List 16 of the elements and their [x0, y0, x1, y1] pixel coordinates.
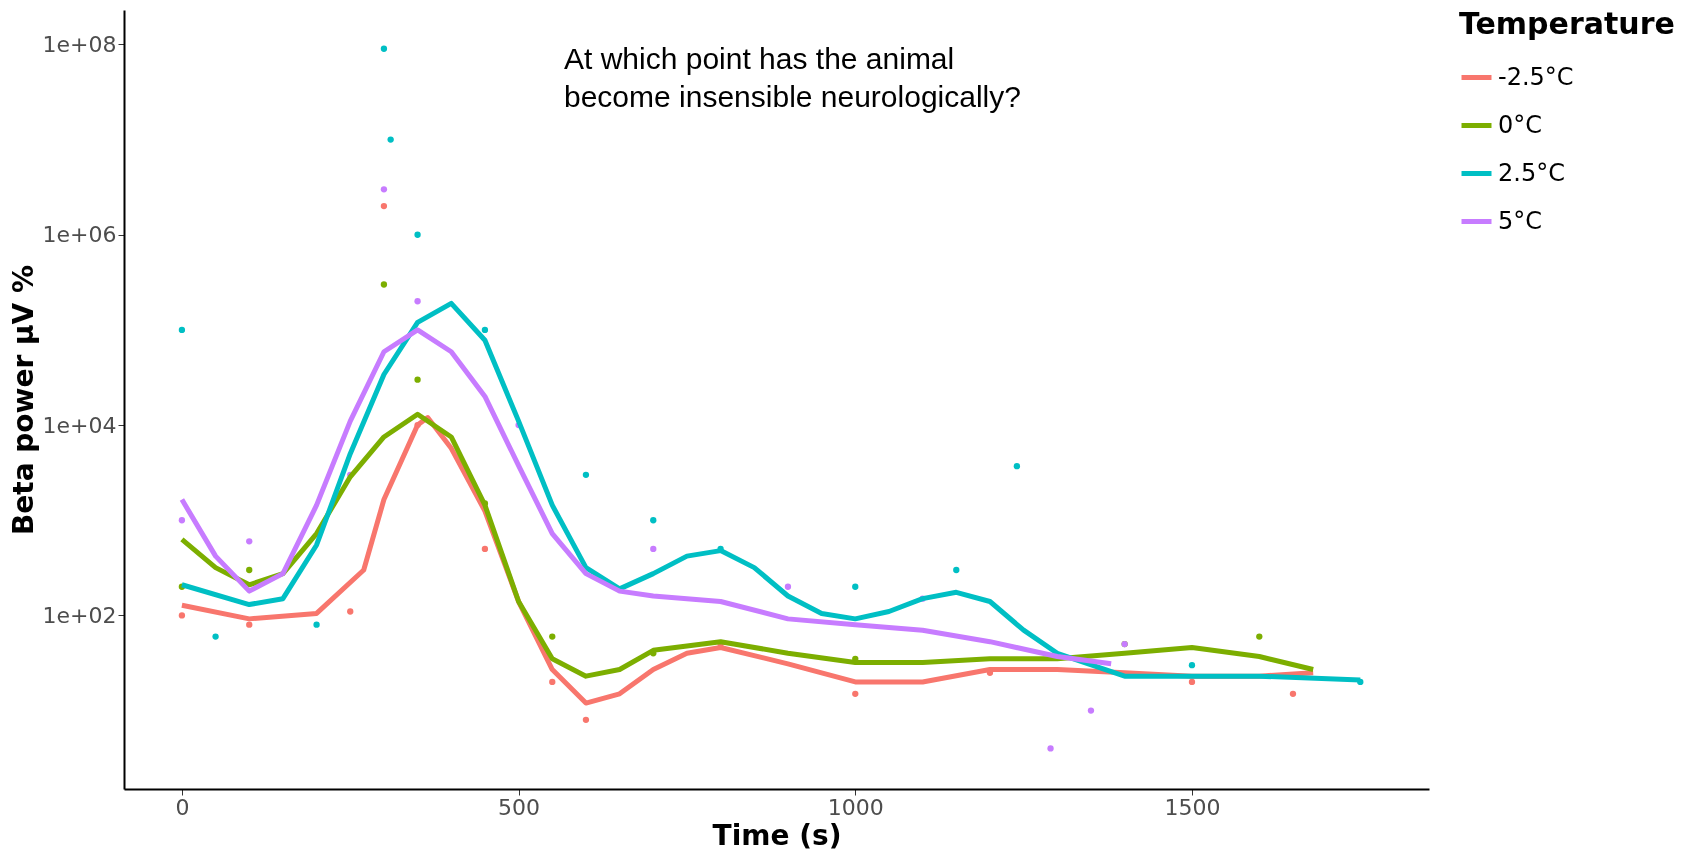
y-tick-label: 1e+08 [42, 31, 117, 57]
x-tick-label: 500 [498, 794, 541, 820]
x-tick-label: 0 [175, 794, 190, 820]
y-tick-label: 1e+06 [42, 222, 117, 248]
legend-label: -2.5°C [1498, 62, 1574, 91]
x-axis-title: Time (s) [712, 818, 842, 852]
annotation: At which point has the animal become insensible neurologically? [564, 42, 1021, 113]
y-tick-label: 1e+04 [42, 412, 117, 438]
legend-label: 2.5°C [1498, 158, 1565, 187]
x-tick-label: 1000 [827, 794, 884, 820]
y-axis-title: Beta power µV % [6, 264, 40, 536]
x-tick-label: 1500 [1164, 794, 1221, 820]
y-tick-label: 1e+02 [42, 602, 117, 628]
legend-label: 0°C [1498, 110, 1543, 139]
legend-title: Temperature [1459, 6, 1675, 41]
legend-label: 5°C [1498, 206, 1543, 235]
